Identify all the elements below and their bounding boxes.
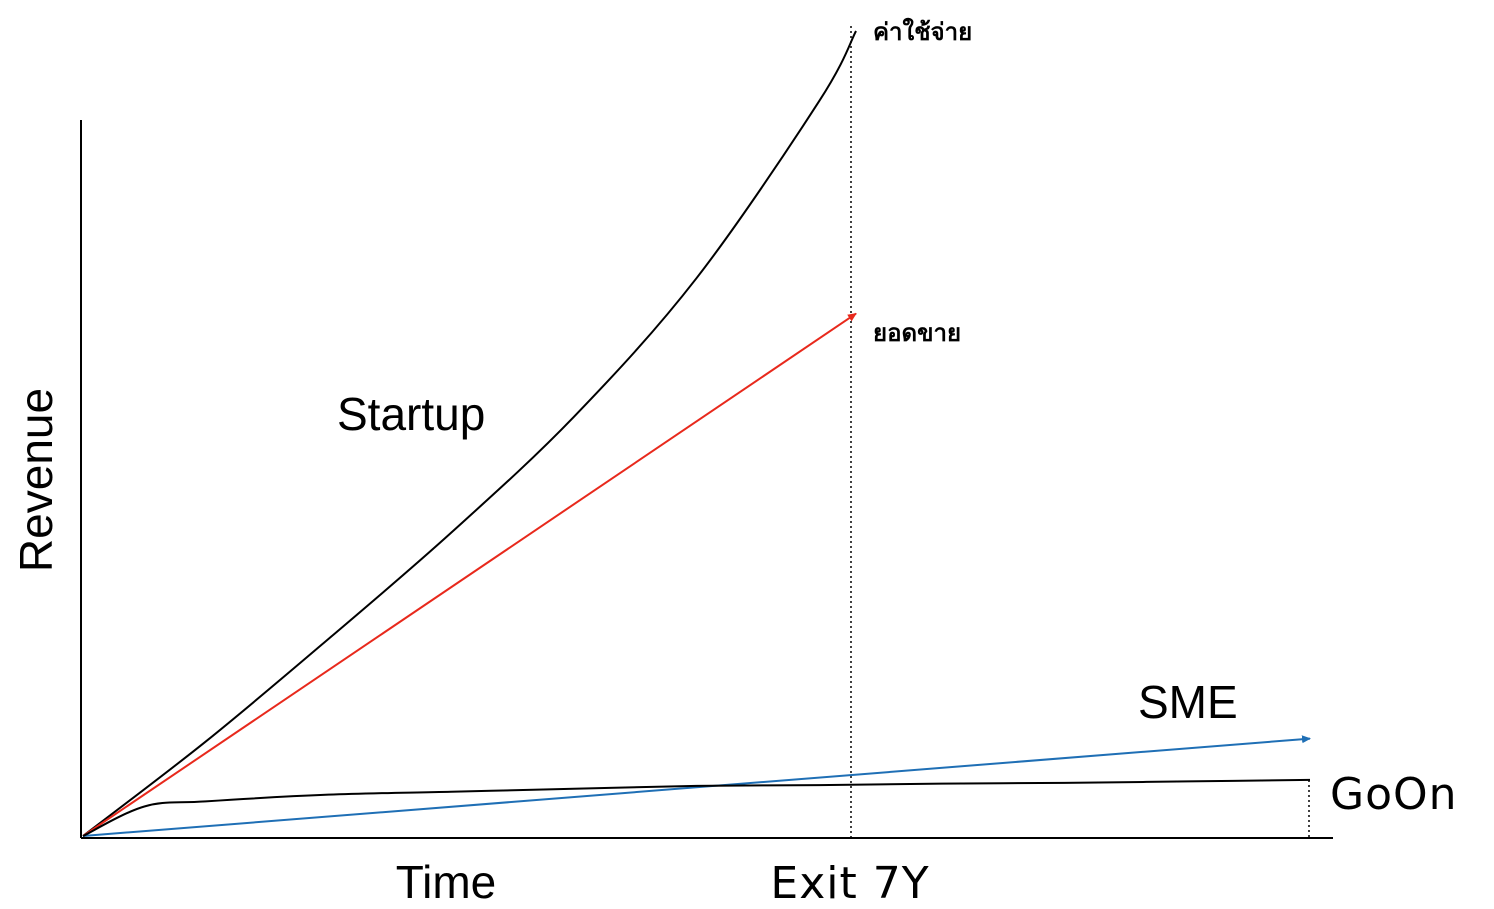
exit-7y-label: Exit 7Y xyxy=(770,858,929,909)
series-line-3 xyxy=(82,778,1311,837)
series-line-1 xyxy=(82,312,857,837)
series-label-0: ค่าใช้จ่าย xyxy=(873,17,972,46)
annotation-1: SME xyxy=(1138,676,1238,728)
annotation-0: Startup xyxy=(337,388,485,440)
x-axis-title: Time xyxy=(396,856,497,908)
series-label-1: ยอดขาย xyxy=(873,319,961,347)
series-line-2 xyxy=(82,735,1311,837)
y-axis-title: Revenue xyxy=(10,388,62,572)
series-line-0 xyxy=(82,30,857,837)
series-label-3: GoOn xyxy=(1330,769,1458,820)
